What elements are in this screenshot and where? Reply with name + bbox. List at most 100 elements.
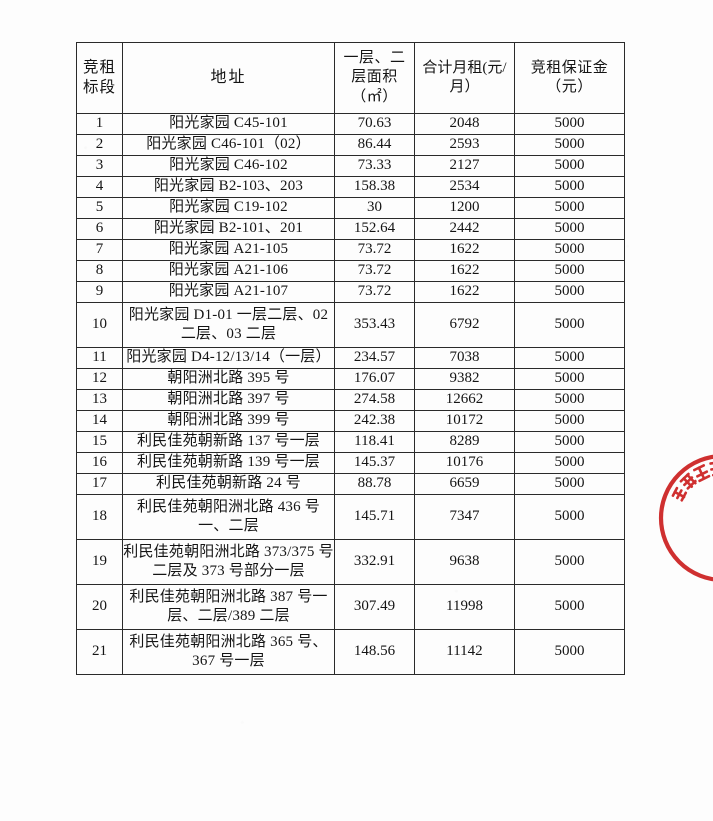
monthly-rent-cell: 1622 <box>414 239 515 261</box>
deposit-cell: 5000 <box>514 368 625 390</box>
deposit-cell: 5000 <box>514 197 625 219</box>
table-row[interactable]: 15 利民佳苑朝新路 137 号一层 118.41 8289 5000 <box>76 431 625 453</box>
address-cell: 朝阳洲北路 395 号 <box>122 368 335 390</box>
area-cell: 152.64 <box>334 218 415 240</box>
table-row[interactable]: 5 阳光家园 C19-102 30 1200 5000 <box>76 197 625 219</box>
monthly-rent-cell: 1622 <box>414 260 515 282</box>
deposit-cell: 5000 <box>514 134 625 156</box>
area-cell: 70.63 <box>334 113 415 135</box>
lot-number: 9 <box>76 281 123 303</box>
deposit-cell: 5000 <box>514 260 625 282</box>
table-row[interactable]: 17 利民佳苑朝新路 24 号 88.78 6659 5000 <box>76 473 625 495</box>
table-row[interactable]: 3 阳光家园 C46-102 73.33 2127 5000 <box>76 155 625 177</box>
area-cell: 86.44 <box>334 134 415 156</box>
deposit-cell: 5000 <box>514 431 625 453</box>
address-cell: 利民佳苑朝阳洲北路 365 号、367 号一层 <box>122 629 335 675</box>
lot-number: 11 <box>76 347 123 369</box>
header-line: 层面积 <box>351 69 398 86</box>
address-cell: 阳光家园 D4-12/13/14（一层） <box>122 347 335 369</box>
table-row[interactable]: 9 阳光家园 A21-107 73.72 1622 5000 <box>76 281 625 303</box>
table-row[interactable]: 1 阳光家园 C45-101 70.63 2048 5000 <box>76 113 625 135</box>
lot-number: 21 <box>76 629 123 675</box>
address-cell: 利民佳苑朝阳洲北路 436 号一、二层 <box>122 494 335 540</box>
address-cell: 朝阳洲北路 399 号 <box>122 410 335 432</box>
header-line: 合计月租(元/ <box>422 59 507 76</box>
table-row[interactable]: 16 利民佳苑朝新路 139 号一层 145.37 10176 5000 <box>76 452 625 474</box>
monthly-rent-cell: 8289 <box>414 431 515 453</box>
address-cell: 利民佳苑朝阳洲北路 373/375 号二层及 373 号部分一层 <box>122 539 335 585</box>
deposit-cell: 5000 <box>514 218 625 240</box>
table-row[interactable]: 12 朝阳洲北路 395 号 176.07 9382 5000 <box>76 368 625 390</box>
header-line: （元） <box>546 79 593 95</box>
deposit-cell: 5000 <box>514 155 625 177</box>
lot-number: 14 <box>76 410 123 432</box>
column-header-address: 地址 <box>122 42 335 114</box>
table-row[interactable]: 13 朝阳洲北路 397 号 274.58 12662 5000 <box>76 389 625 411</box>
area-cell: 145.37 <box>334 452 415 474</box>
table-row[interactable]: 11 阳光家园 D4-12/13/14（一层） 234.57 7038 5000 <box>76 347 625 369</box>
lot-number: 6 <box>76 218 123 240</box>
table-row[interactable]: 2 阳光家园 C46-101（02） 86.44 2593 5000 <box>76 134 625 156</box>
table-row[interactable]: 20 利民佳苑朝阳洲北路 387 号一层、二层/389 二层 307.49 11998… <box>76 584 625 630</box>
area-cell: 274.58 <box>334 389 415 411</box>
header-line: （㎡） <box>351 88 398 105</box>
lot-number: 18 <box>76 494 123 540</box>
area-cell: 332.91 <box>334 539 415 585</box>
monthly-rent-cell: 2534 <box>414 176 515 198</box>
monthly-rent-cell: 2442 <box>414 218 515 240</box>
address-cell: 利民佳苑朝新路 137 号一层 <box>122 431 335 453</box>
table-header: 竞租 标段 地址 一层、二 层面积 （㎡） 合计月租(元/月） 竞租保证金 （元） <box>76 42 625 114</box>
monthly-rent-cell: 11998 <box>414 584 515 630</box>
monthly-rent-cell: 7038 <box>414 347 515 369</box>
header-line: 竞租 <box>82 59 116 77</box>
table-row[interactable]: 14 朝阳洲北路 399 号 242.38 10172 5000 <box>76 410 625 432</box>
monthly-rent-cell: 10176 <box>414 452 515 474</box>
monthly-rent-cell: 2127 <box>414 155 515 177</box>
table-row[interactable]: 10 阳光家园 D1-01 一层二层、02 二层、03 二层 353.43 6792 5… <box>76 302 625 348</box>
table-row[interactable]: 21 利民佳苑朝阳洲北路 365 号、367 号一层 148.56 11142 5000 <box>76 629 625 675</box>
deposit-cell: 5000 <box>514 176 625 198</box>
address-cell: 阳光家园 C46-101（02） <box>122 134 335 156</box>
lot-number: 2 <box>76 134 123 156</box>
lot-number: 15 <box>76 431 123 453</box>
table-row[interactable]: 6 阳光家园 B2-101、201 152.64 2442 5000 <box>76 218 625 240</box>
deposit-cell: 5000 <box>514 410 625 432</box>
table-row[interactable]: 7 阳光家园 A21-105 73.72 1622 5000 <box>76 239 625 261</box>
table-body: 1 阳光家园 C45-101 70.63 2048 5000 2 阳光家园 C46-101（… <box>76 113 625 675</box>
column-header-deposit: 竞租保证金 （元） <box>514 42 625 114</box>
address-cell: 阳光家园 D1-01 一层二层、02 二层、03 二层 <box>122 302 335 348</box>
address-cell: 阳光家园 C46-102 <box>122 155 335 177</box>
monthly-rent-cell: 9638 <box>414 539 515 585</box>
lot-number: 19 <box>76 539 123 585</box>
monthly-rent-cell: 6659 <box>414 473 515 495</box>
deposit-cell: 5000 <box>514 629 625 675</box>
deposit-cell: 5000 <box>514 494 625 540</box>
lot-number: 17 <box>76 473 123 495</box>
deposit-cell: 5000 <box>514 302 625 348</box>
deposit-cell: 5000 <box>514 113 625 135</box>
area-cell: 73.33 <box>334 155 415 177</box>
area-cell: 73.72 <box>334 281 415 303</box>
address-cell: 阳光家园 A21-106 <box>122 260 335 282</box>
area-cell: 176.07 <box>334 368 415 390</box>
lot-number: 12 <box>76 368 123 390</box>
lot-number: 1 <box>76 113 123 135</box>
lot-number: 8 <box>76 260 123 282</box>
area-cell: 234.57 <box>334 347 415 369</box>
table-row[interactable]: 4 阳光家园 B2-103、203 158.38 2534 5000 <box>76 176 625 198</box>
header-line: 地址 <box>210 68 247 86</box>
area-cell: 88.78 <box>334 473 415 495</box>
address-cell: 利民佳苑朝阳洲北路 387 号一层、二层/389 二层 <box>122 584 335 630</box>
area-cell: 118.41 <box>334 431 415 453</box>
deposit-cell: 5000 <box>514 473 625 495</box>
deposit-cell: 5000 <box>514 239 625 261</box>
lot-number: 4 <box>76 176 123 198</box>
deposit-cell: 5000 <box>514 347 625 369</box>
table-row[interactable]: 8 阳光家园 A21-106 73.72 1622 5000 <box>76 260 625 282</box>
table-row[interactable]: 19 利民佳苑朝阳洲北路 373/375 号二层及 373 号部分一层 332.91… <box>76 539 625 585</box>
official-red-seal <box>648 443 713 593</box>
area-cell: 145.71 <box>334 494 415 540</box>
table-row[interactable]: 18 利民佳苑朝阳洲北路 436 号一、二层 145.71 7347 5000 <box>76 494 625 540</box>
